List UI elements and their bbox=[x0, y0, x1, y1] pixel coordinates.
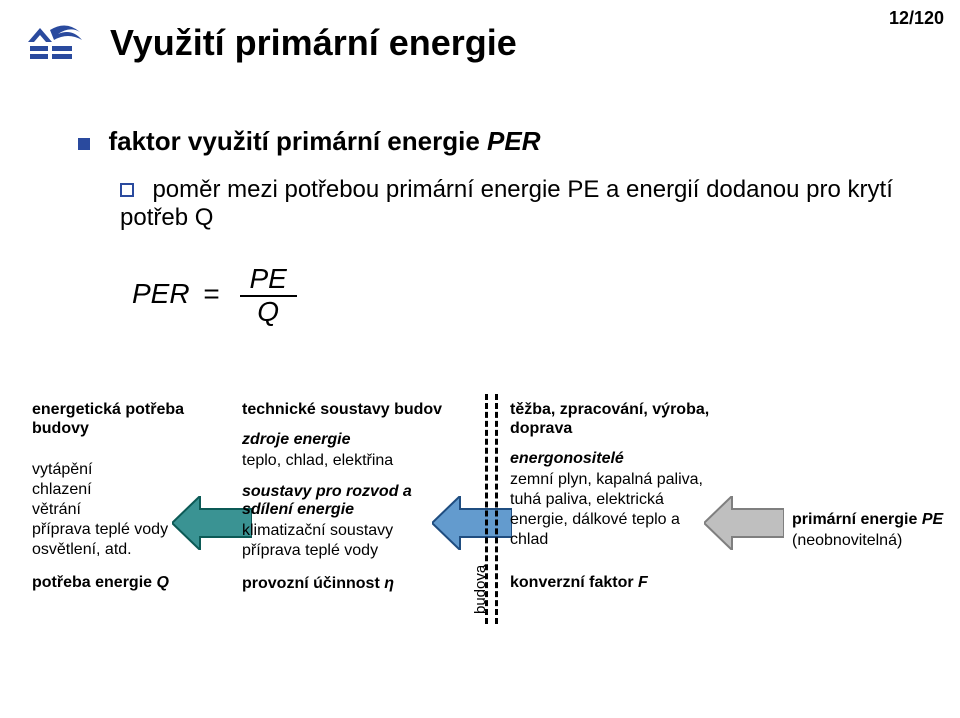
col4-line1-em: PE bbox=[922, 511, 943, 528]
arrow-primary-to-carriers-icon bbox=[704, 496, 784, 555]
bullet1-text: faktor využití primární energie PER bbox=[108, 126, 540, 156]
col2-heading: technické soustavy budov bbox=[242, 400, 462, 419]
col3-bottom: konverzní faktor F bbox=[510, 574, 710, 592]
bullet1-text-pre: faktor využití primární energie bbox=[108, 126, 487, 156]
bullet-level2: poměr mezi potřebou primární energie PE … bbox=[120, 176, 960, 232]
col2-bottom-em: η bbox=[384, 575, 394, 592]
formula-den: Q bbox=[240, 297, 297, 328]
col4-line1-pre: primární energie bbox=[792, 511, 922, 528]
col3-bottom-em: F bbox=[638, 574, 648, 591]
col2-bottom-pre: provozní účinnost bbox=[242, 575, 384, 592]
arrow-systems-to-building-icon bbox=[172, 496, 252, 555]
col3-sub-h: energonositelé bbox=[510, 450, 710, 468]
col3-body: zemní plyn, kapalná paliva, tuhá paliva,… bbox=[510, 470, 710, 550]
formula-lhs: PER bbox=[132, 278, 190, 309]
formula-per: PER = PE Q bbox=[132, 264, 297, 328]
col2-sub1-b: teplo, chlad, elektřina bbox=[242, 451, 462, 471]
bullet1-text-em: PER bbox=[487, 126, 540, 156]
ctu-logo-icon bbox=[22, 22, 92, 83]
col1-heading: energetická potřeba budovy bbox=[32, 400, 222, 438]
diagram-col-primary-energy: primární energie PE (neobnovitelná) bbox=[792, 510, 960, 551]
col2-sub2-b: klimatizační soustavy příprava teplé vod… bbox=[242, 521, 462, 561]
col4-line1: primární energie PE bbox=[792, 510, 960, 529]
formula-eq: = bbox=[203, 278, 219, 309]
diagram-col-technical-systems: technické soustavy budov zdroje energie … bbox=[242, 400, 462, 593]
col3-heading: těžba, zpracování, výroba, doprava bbox=[510, 400, 710, 438]
col2-bottom: provozní účinnost η bbox=[242, 575, 462, 593]
col1-bottom: potřeba energie Q bbox=[32, 574, 222, 592]
formula-fraction: PE Q bbox=[240, 264, 297, 328]
diagram-col-energy-carriers: těžba, zpracování, výroba, doprava energ… bbox=[510, 400, 710, 592]
arrow-carriers-to-systems-icon bbox=[432, 496, 512, 555]
col2-sub1-h: zdroje energie bbox=[242, 431, 462, 449]
col2-sub2-h: soustavy pro rozvod a sdílení energie bbox=[242, 483, 462, 519]
slide-page: 12/120 Využití primární energie faktor v… bbox=[0, 0, 960, 718]
page-number: 12/120 bbox=[889, 8, 944, 29]
formula-num: PE bbox=[240, 264, 297, 297]
col1-bottom-pre: potřeba energie bbox=[32, 574, 156, 591]
slide-title: Využití primární energie bbox=[110, 22, 517, 64]
bullet1-marker-icon bbox=[78, 138, 90, 150]
building-boundary-line-2 bbox=[495, 394, 498, 624]
col4-line2: (neobnovitelná) bbox=[792, 531, 960, 551]
bullet2-marker-icon bbox=[120, 183, 134, 197]
bullet2-text: poměr mezi potřebou primární energie PE … bbox=[120, 176, 893, 231]
building-boundary-label: budova bbox=[472, 565, 489, 614]
col3-bottom-pre: konverzní faktor bbox=[510, 574, 638, 591]
bullet-level1: faktor využití primární energie PER bbox=[78, 126, 540, 157]
col1-bottom-em: Q bbox=[156, 574, 168, 591]
